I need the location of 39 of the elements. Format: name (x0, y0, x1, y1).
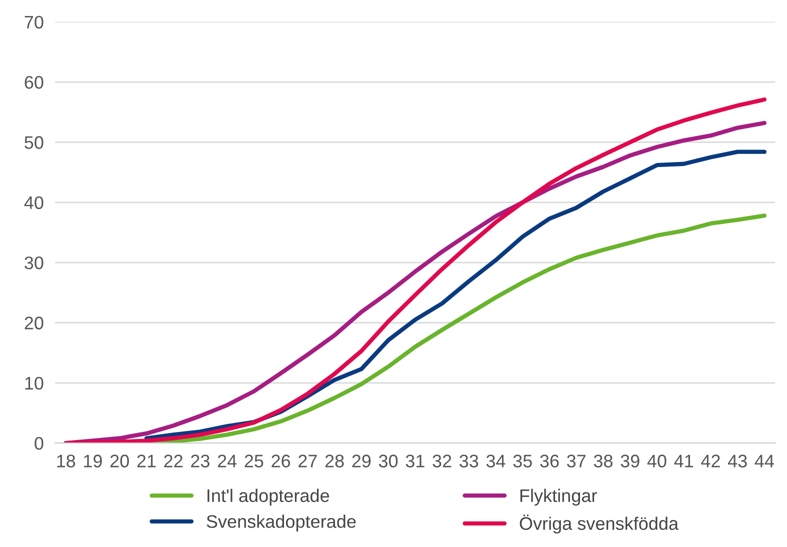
y-tick-label: 40 (24, 196, 44, 210)
y-tick-label: 0 (34, 437, 44, 450)
x-tick-label: 43 (728, 454, 747, 468)
y-tick-label: 20 (24, 316, 44, 330)
x-tick-label: 29 (352, 454, 371, 468)
legend-label: Övriga svenskfödda (520, 514, 679, 534)
x-tick-label: 31 (406, 454, 424, 468)
x-tick-label: 30 (378, 454, 398, 468)
x-tick-label: 19 (84, 454, 102, 468)
x-tick-label: 28 (325, 454, 344, 468)
x-tick-label: 32 (432, 454, 452, 468)
legend-label: Svenskadopterade (206, 514, 356, 532)
x-tick-label: 26 (272, 454, 290, 468)
x-tick-label: 41 (674, 454, 693, 468)
x-tick-label: 25 (244, 454, 264, 468)
x-tick-label: 22 (164, 454, 182, 468)
x-tick-label: 24 (218, 454, 237, 468)
x-tick-label: 35 (513, 454, 532, 468)
x-tick-label: 40 (647, 454, 666, 468)
x-tick-label: 18 (57, 454, 76, 468)
x-tick-label: 44 (754, 454, 774, 468)
x-tick-label: 20 (110, 454, 129, 468)
x-tick-label: 23 (191, 454, 210, 468)
x-tick-label: 34 (486, 454, 506, 468)
y-tick-label: 60 (24, 76, 44, 89)
x-tick-label: 42 (701, 454, 720, 468)
y-tick-label: 30 (24, 256, 44, 270)
x-tick-label: 36 (540, 454, 559, 468)
x-tick-label: 39 (620, 454, 640, 468)
y-tick-label: 10 (25, 376, 44, 390)
y-tick-label: 50 (24, 136, 44, 149)
x-tick-label: 33 (460, 454, 478, 468)
legend-label: Int'l adopterade (208, 488, 330, 506)
y-tick-label: 70 (24, 16, 44, 29)
x-tick-label: 38 (594, 454, 612, 468)
legend-label: Flyktingar (520, 488, 597, 506)
x-tick-label: 37 (567, 454, 586, 468)
x-tick-label: 27 (298, 454, 317, 468)
x-tick-label: 21 (137, 454, 156, 468)
